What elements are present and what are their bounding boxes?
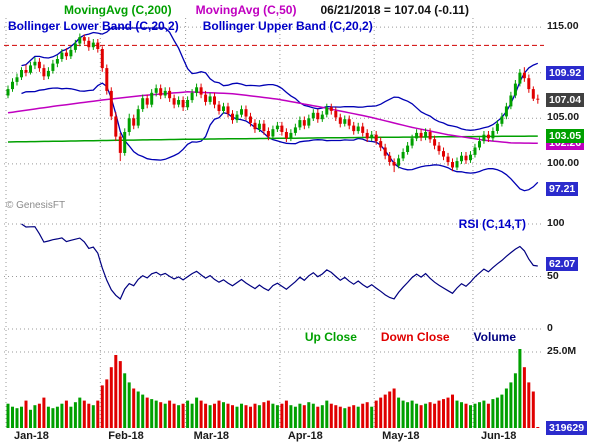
rsi-axis-tick: 100 <box>547 217 565 229</box>
volume-axis-badge: 319629 <box>546 421 588 435</box>
legend-up-close: Up Close <box>304 330 357 344</box>
month-label: Jan-18 <box>14 430 49 442</box>
legend-down-close: Down Close <box>380 330 450 344</box>
month-label: Jun-18 <box>480 430 517 442</box>
rsi-axis-tick: 50 <box>547 269 559 282</box>
price-axis-tick: 105.00 <box>547 111 580 124</box>
legend-volume: Volume <box>473 330 516 344</box>
month-label: May-18 <box>382 430 420 442</box>
volume-axis-tick: 25.0M <box>547 345 577 357</box>
price-axis-badge: 103.05 <box>546 129 585 144</box>
rsi-label: RSI (C,14,T) <box>458 217 526 231</box>
ma200-legend: MovingAvg (C,200) <box>64 3 172 17</box>
month-label: Apr-18 <box>287 430 323 442</box>
rsi-axis-badge: 62.07 <box>546 256 579 271</box>
quote-text: 06/21/2018 = 107.04 (-0.11) <box>320 3 469 17</box>
legend-row-price: MovingAvg (C,200) MovingAvg (C,50) 06/21… <box>64 3 469 17</box>
price-axis-badge: 107.04 <box>546 92 585 107</box>
price-axis-tick: 115.00 <box>547 20 579 33</box>
legend-row-volume: Up Close Down Close Volume <box>305 330 516 344</box>
price-axis-tick: 100.00 <box>547 156 580 169</box>
price-axis-badge: 97.21 <box>546 182 579 197</box>
ma50-legend: MovingAvg (C,50) <box>195 3 297 17</box>
bb-lower-legend: Bollinger Lower Band (C,20,2) <box>8 19 179 33</box>
rsi-axis-tick: 0 <box>547 322 553 334</box>
bb-upper-legend: Bollinger Upper Band (C,20,2) <box>202 19 373 33</box>
price-axis-badge: 109.92 <box>546 66 585 81</box>
month-label: Feb-18 <box>108 430 144 442</box>
watermark: © GenesisFT <box>6 200 66 211</box>
month-label: Mar-18 <box>193 430 230 442</box>
legend-row-bollinger: Bollinger Lower Band (C,20,2) Bollinger … <box>8 19 373 33</box>
